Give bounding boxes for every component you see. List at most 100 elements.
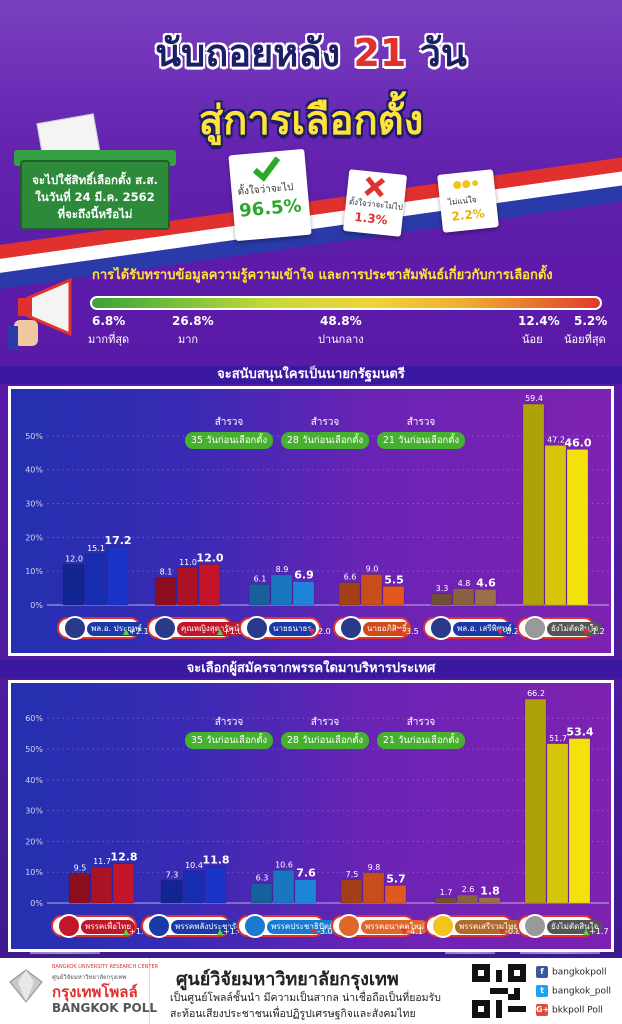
bar: [546, 743, 569, 904]
survey-word: สำรวจ: [214, 717, 244, 728]
bar-value-label: 10.4: [185, 861, 203, 870]
bar: [474, 589, 497, 606]
bar-value-label: 9.5: [74, 864, 87, 873]
candidate-avatar: [245, 616, 269, 640]
bar-value-label: 12.0: [65, 554, 83, 563]
change-indicator: ▼-0.2: [497, 627, 519, 636]
change-value: -0.8: [505, 927, 521, 936]
facebook-link[interactable]: f bangkokpoll: [536, 966, 606, 978]
knowledge-title: การได้รับทราบข้อมูลความรู้ความเข้าใจ และ…: [92, 268, 553, 283]
change-indicator: ▼-2.0: [309, 627, 331, 636]
option-card-not-go: ตั้งใจว่าจะไม่ไป 1.3%: [342, 169, 408, 237]
header-banner: นับถอยหลัง 21 วัน สู่การเลือกตั้ง จะไปใช…: [0, 0, 622, 954]
bar-value-label: 5.7: [386, 872, 406, 885]
bar: [294, 879, 317, 904]
y-tick-label: 40%: [25, 776, 43, 785]
bar: [204, 866, 227, 904]
megaphone-icon: [8, 277, 72, 350]
bar: [568, 738, 591, 904]
survey-legend-2: สำรวจ 28 วันก่อนเลือกตั้ง: [275, 715, 375, 749]
social-label: bkkpoll Poll: [552, 1005, 603, 1016]
bar: [478, 897, 501, 904]
change-indicator: ▼-1.2: [583, 627, 605, 636]
survey-legend-1: สำรวจ 35 วันก่อนเลือกตั้ง: [179, 415, 279, 449]
candidate-avatar: [523, 616, 547, 640]
option-card-go: ตั้งใจว่าจะไป 96.5%: [228, 148, 312, 242]
bar: [456, 894, 479, 904]
bar: [68, 873, 91, 904]
google-plus-link[interactable]: G+ bkkpoll Poll: [536, 1004, 603, 1016]
bar: [340, 879, 363, 904]
bar-value-label: 66.2: [527, 689, 545, 698]
change-indicator: ▲+2.1: [123, 627, 149, 636]
y-tick-label: 20%: [25, 837, 43, 846]
candidate-chip: นายอภิสิทธิ์: [333, 616, 411, 640]
option-card-unsure: ไม่แน่ใจ 2.2%: [437, 169, 499, 233]
pm-support-chart: 0% 10% 20% 30% 40% 50% 12.0 15.1 17.2 8.1 11.0 12.0…: [8, 386, 614, 656]
question-line: จะไปใช้สิทธิ์เลือกตั้ง ส.ส.: [32, 173, 158, 187]
cross-icon: [364, 176, 386, 198]
candidate-name: นายธนาธร: [269, 622, 316, 636]
candidate-chip: นายธนาธร: [239, 616, 321, 640]
scale-label: มากที่สุด: [88, 333, 130, 346]
party-logo-icon: [431, 914, 455, 938]
change-value: +1.4: [223, 927, 243, 936]
bar-value-label: 12.8: [110, 851, 137, 864]
question-line: ในวันที่ 24 มี.ค. 2562: [35, 190, 155, 204]
y-tick-label: 40%: [25, 466, 43, 475]
y-tick-label: 0%: [30, 899, 43, 908]
bar-value-label: 7.3: [166, 871, 179, 880]
twitter-icon: t: [536, 985, 548, 997]
bar-value-label: 9.8: [368, 863, 381, 872]
bar-value-label: 15.1: [87, 544, 105, 553]
change-value: -1.2: [589, 627, 605, 636]
bar: [338, 582, 361, 606]
ballot-question: จะไปใช้สิทธิ์เลือกตั้ง ส.ส. ในวันที่ 24 …: [22, 172, 168, 223]
party-name: พรรคประชาธิปัตย์: [267, 920, 338, 934]
bar-value-label: 6.6: [344, 573, 357, 582]
bar: [272, 870, 295, 904]
bar-value-label: 6.3: [256, 874, 269, 883]
bar-value-label: 6.1: [254, 574, 267, 583]
bar: [90, 866, 113, 904]
option-percent: 2.2%: [450, 206, 486, 224]
candidate-avatar: [63, 616, 87, 640]
diamond-logo-icon: [9, 969, 43, 1003]
party-name: พรรคเสรีรวมไทย: [455, 920, 523, 934]
panel2-title: จะเลือกผู้สมัครจากพรรคใดมาบริหารประเทศ: [0, 660, 622, 678]
candidate-name: นายอภิสิทธิ์: [363, 622, 411, 636]
change-value: +1.7: [589, 927, 609, 936]
candidate-chip: ยังไม่ตัดสินใจ: [517, 616, 603, 640]
panel1-title: จะสนับสนุนใครเป็นนายกรัฐมนตรี: [0, 366, 622, 384]
survey-word: สำรวจ: [214, 417, 244, 428]
survey-word: สำรวจ: [310, 717, 340, 728]
party-chip: พรรคพลังประชารัฐ: [141, 914, 245, 938]
scale-percent: 26.8%: [172, 314, 214, 328]
candidate-name: คุณหญิงสุดารัตน์: [177, 622, 244, 636]
survey-word: สำรวจ: [406, 417, 436, 428]
unsure-icon: [453, 180, 479, 190]
bangkok-poll-logo: BANGKOK UNIVERSITY RESEARCH CENTER ศูนย์…: [0, 958, 158, 1024]
google-plus-icon: G+: [536, 1004, 550, 1016]
bar: [160, 880, 183, 904]
party-name: พรรคพลังประชารัฐ: [171, 920, 245, 934]
bar: [430, 593, 453, 606]
change-value: -4.1: [407, 927, 423, 936]
party-logo-icon: [243, 914, 267, 938]
footer: BANGKOK UNIVERSITY RESEARCH CENTER ศูนย์…: [0, 958, 622, 1024]
bar-value-label: 11.0: [179, 558, 197, 567]
change-value: -2.0: [315, 627, 331, 636]
survey-word: สำรวจ: [310, 417, 340, 428]
bar-value-label: 59.4: [525, 394, 543, 403]
candidate-name: พล.อ. เสรีพิศุทธ์: [453, 622, 517, 636]
bar-value-label: 6.9: [294, 569, 314, 582]
bar: [62, 564, 85, 606]
qr-code-icon[interactable]: [472, 964, 526, 1018]
center-description: สะท้อนเสียงประชาชนเพื่อปฏิรูปเศรษฐกิจและ…: [170, 1008, 416, 1020]
party-chip: พรรคอนาคตใหม่: [331, 914, 428, 938]
scale-percent: 5.2%: [574, 314, 608, 328]
twitter-link[interactable]: t bangkok_poll: [536, 985, 611, 997]
bar: [250, 883, 273, 904]
change-indicator: ▲+1.1: [123, 927, 149, 936]
survey-word: สำรวจ: [406, 717, 436, 728]
